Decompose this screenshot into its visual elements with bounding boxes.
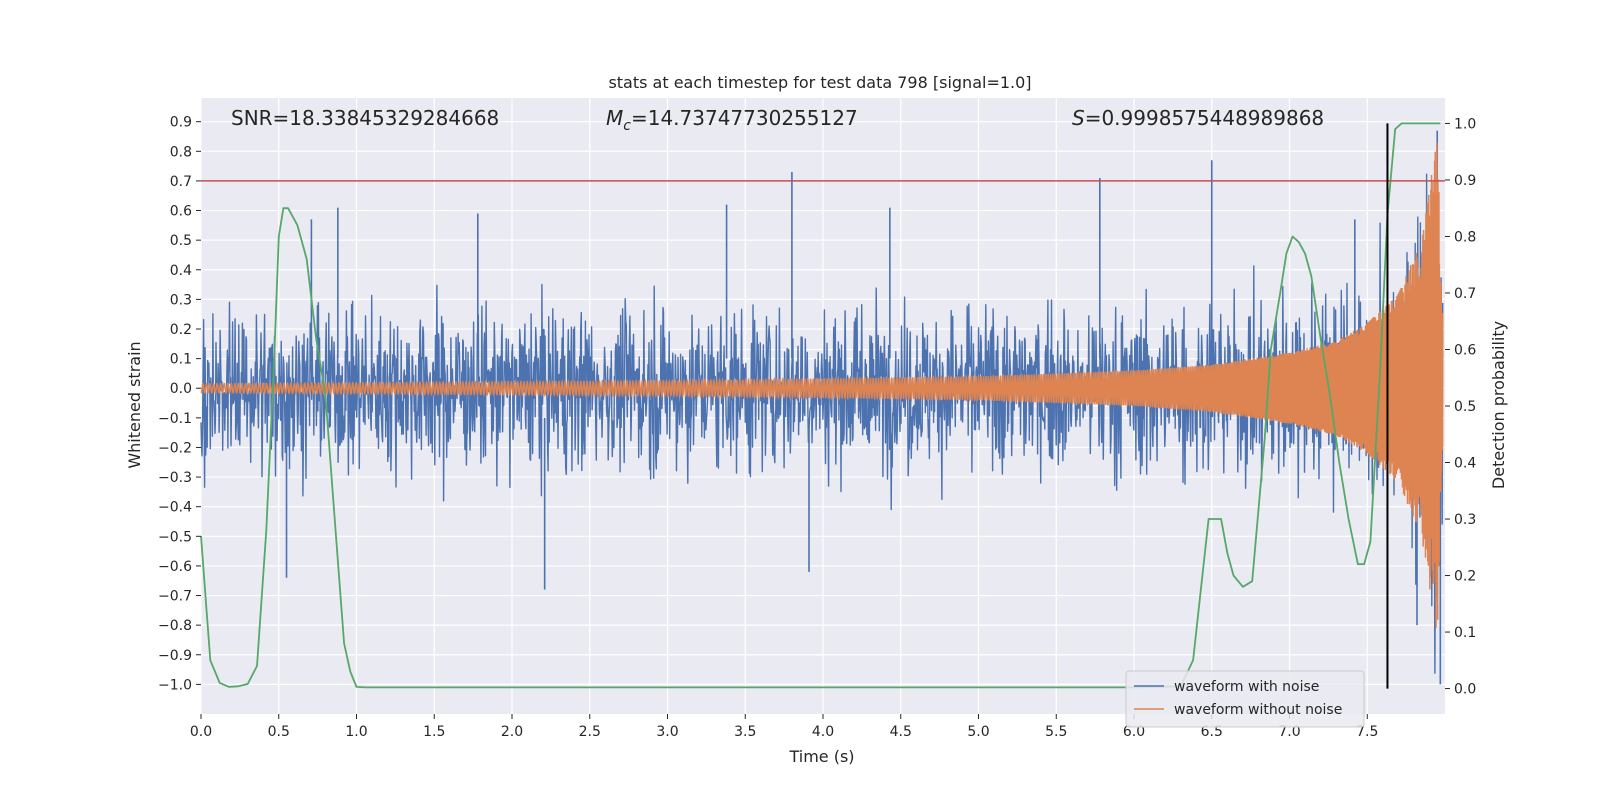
y-axis-right-label: Detection probability [1489,321,1508,489]
x-axis-label: Time (s) [788,747,854,766]
x-tick-label: 3.5 [734,724,756,740]
y-tick-label: −0.5 [158,529,192,545]
x-tick-label: 4.0 [812,724,834,740]
x-tick-label: 3.0 [656,724,678,740]
y-right-tick-label: 0.9 [1454,173,1476,189]
y-tick-label: −0.3 [158,470,192,486]
y-tick-label: −0.4 [158,500,192,516]
x-tick-label: 5.5 [1045,724,1067,740]
score-annotation: S=0.9998575448989868 [1072,106,1324,130]
y-axis-label: Whitened strain [125,341,144,468]
y-right-tick-label: 0.6 [1454,342,1476,358]
legend-label-clean: waveform without noise [1174,702,1342,718]
y-tick-label: 0.9 [170,115,192,131]
x-tick-label: 1.5 [423,724,445,740]
chirp-mass-symbol: M [606,106,623,130]
x-tick-label: 6.0 [1123,724,1145,740]
x-tick-label: 7.5 [1356,724,1378,740]
detection-probability-line [200,122,1441,689]
series-detection-probability [200,122,1441,689]
y-tick-label: −0.8 [158,618,192,634]
legend: waveform with noise waveform without noi… [1125,670,1365,728]
y-right-tick-label: 0.1 [1454,625,1476,641]
score-symbol: S [1072,106,1085,130]
chart-title: stats at each timestep for test data 798… [608,73,1031,92]
x-tick-label: 7.0 [1278,724,1300,740]
y-tick-label: 0.3 [170,292,192,308]
chirp-mass-annotation: Mc=14.73747730255127 [606,106,858,134]
y-tick-label: 0.7 [170,174,192,190]
chirp-mass-value: =14.73747730255127 [631,106,858,130]
x-tick-label: 2.0 [501,724,523,740]
y-right-tick-label: 0.8 [1454,229,1476,245]
noise-waveform-line [200,173,1444,674]
y-right-tick-label: 0.7 [1454,286,1476,302]
axes: 0.0 0.5 1.0 1.5 2.0 2.5 3.0 3.5 4.0 4.5 5.0 5.5 6.0 6… [158,115,1476,740]
y-tick-label: 0.1 [170,352,192,368]
legend-label-noise: waveform with noise [1174,679,1319,695]
y-tick-label: −0.7 [158,589,192,605]
score-value: =0.9998575448989868 [1085,106,1324,130]
y-tick-label: 0.6 [170,204,192,220]
x-tick-label: 2.5 [579,724,601,740]
x-tick-label: 0.0 [190,724,212,740]
x-tick-label: 4.5 [890,724,912,740]
snr-annotation: SNR=18.33845329284668 [231,106,499,130]
clean-waveform-line [200,142,1444,628]
y-tick-label: 0.0 [170,381,192,397]
x-tick-label: 1.0 [345,724,367,740]
x-tick-label: 0.5 [268,724,290,740]
y-right-tick-label: 0.3 [1454,512,1476,528]
y-tick-label: 0.2 [170,322,192,338]
y-right-tick-label: 0.0 [1454,682,1476,698]
y-tick-label: −0.9 [158,648,192,664]
y-right-tick-label: 0.2 [1454,569,1476,585]
x-tick-label: 5.0 [967,724,989,740]
chirp-mass-subscript: c [623,118,631,134]
x-tick-label: 6.5 [1201,724,1223,740]
y-tick-label: −1.0 [158,677,192,693]
y-right-tick-label: 0.4 [1454,456,1476,472]
y-tick-label: −0.1 [158,411,192,427]
y-tick-label: 0.5 [170,233,192,249]
overlays [201,123,1445,689]
y-right-tick-label: 0.5 [1454,399,1476,415]
series-waveform-without-noise [200,142,1444,628]
y-right-tick-label: 1.0 [1454,116,1476,132]
y-tick-label: −0.6 [158,559,192,575]
y-tick-label: 0.8 [170,144,192,160]
legend-box [1125,670,1365,728]
y-tick-label: 0.4 [170,263,192,279]
y-tick-label: −0.2 [158,440,192,456]
